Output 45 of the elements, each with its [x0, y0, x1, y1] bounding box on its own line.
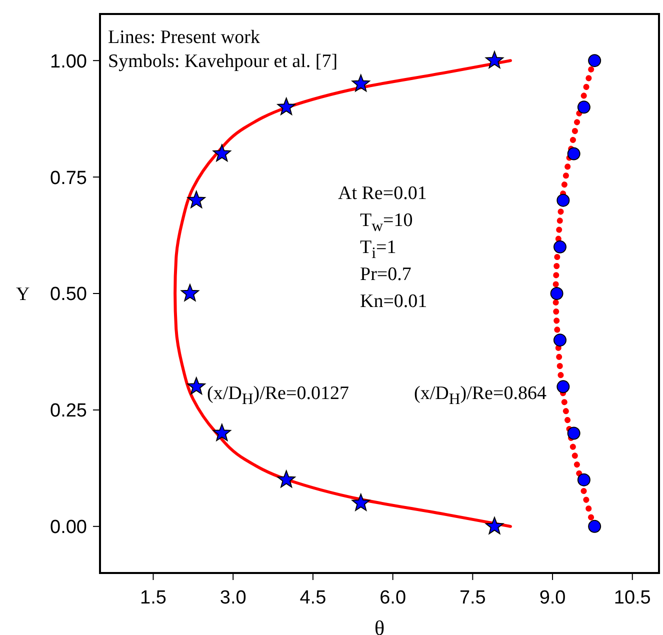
point	[212, 144, 231, 162]
y-axis-title: Y	[16, 284, 30, 306]
point	[553, 240, 566, 254]
point	[577, 473, 590, 486]
y-tick-label: 0.50	[50, 284, 87, 306]
point	[567, 426, 580, 440]
y-tick-label: 0.25	[50, 400, 87, 422]
annotation: Lines: Present work	[108, 26, 260, 50]
annotation: T$_{w}$=10	[360, 209, 413, 237]
x-tick-label: 9.0	[539, 587, 566, 608]
point	[485, 51, 504, 68]
point	[556, 380, 570, 394]
x-tick-label: 10.5	[614, 587, 651, 608]
point	[485, 516, 504, 534]
point	[550, 287, 564, 300]
point	[212, 424, 231, 442]
point	[187, 377, 206, 394]
annotation: Pr=0.7	[360, 263, 412, 287]
y-tick-label: 0.00	[50, 517, 87, 538]
x-tick-label: 1.5	[140, 587, 166, 608]
point	[187, 190, 206, 208]
annotation: Kn=0.01	[360, 290, 428, 314]
point	[553, 334, 566, 347]
point	[352, 494, 370, 511]
y-tick-label: 1.00	[50, 51, 87, 72]
y-tick-label: 0.75	[50, 168, 87, 189]
point	[588, 520, 602, 533]
x-tick-label: 6.0	[380, 587, 406, 608]
annotation: At Re=0.01	[338, 182, 427, 206]
point	[577, 100, 590, 114]
x-tick-label: 7.5	[459, 587, 486, 608]
point	[567, 147, 580, 160]
annotation: T$_{i}$=1	[360, 236, 396, 264]
point	[180, 284, 200, 302]
point	[277, 470, 296, 488]
point	[352, 74, 370, 92]
x-tick-label: 3.0	[220, 587, 246, 608]
point	[556, 194, 570, 207]
annotation: Symbols: Kavehpour et al. [7]	[108, 50, 338, 74]
annotation: (x/D$_{H}$)/Re=0.864	[414, 382, 546, 410]
x-tick-label: 4.5	[300, 587, 326, 608]
point	[588, 54, 602, 68]
point	[277, 98, 296, 115]
annotation: (x/D$_{H}$)/Re=0.0127	[207, 382, 349, 410]
x-axis-title: θ	[374, 616, 385, 635]
